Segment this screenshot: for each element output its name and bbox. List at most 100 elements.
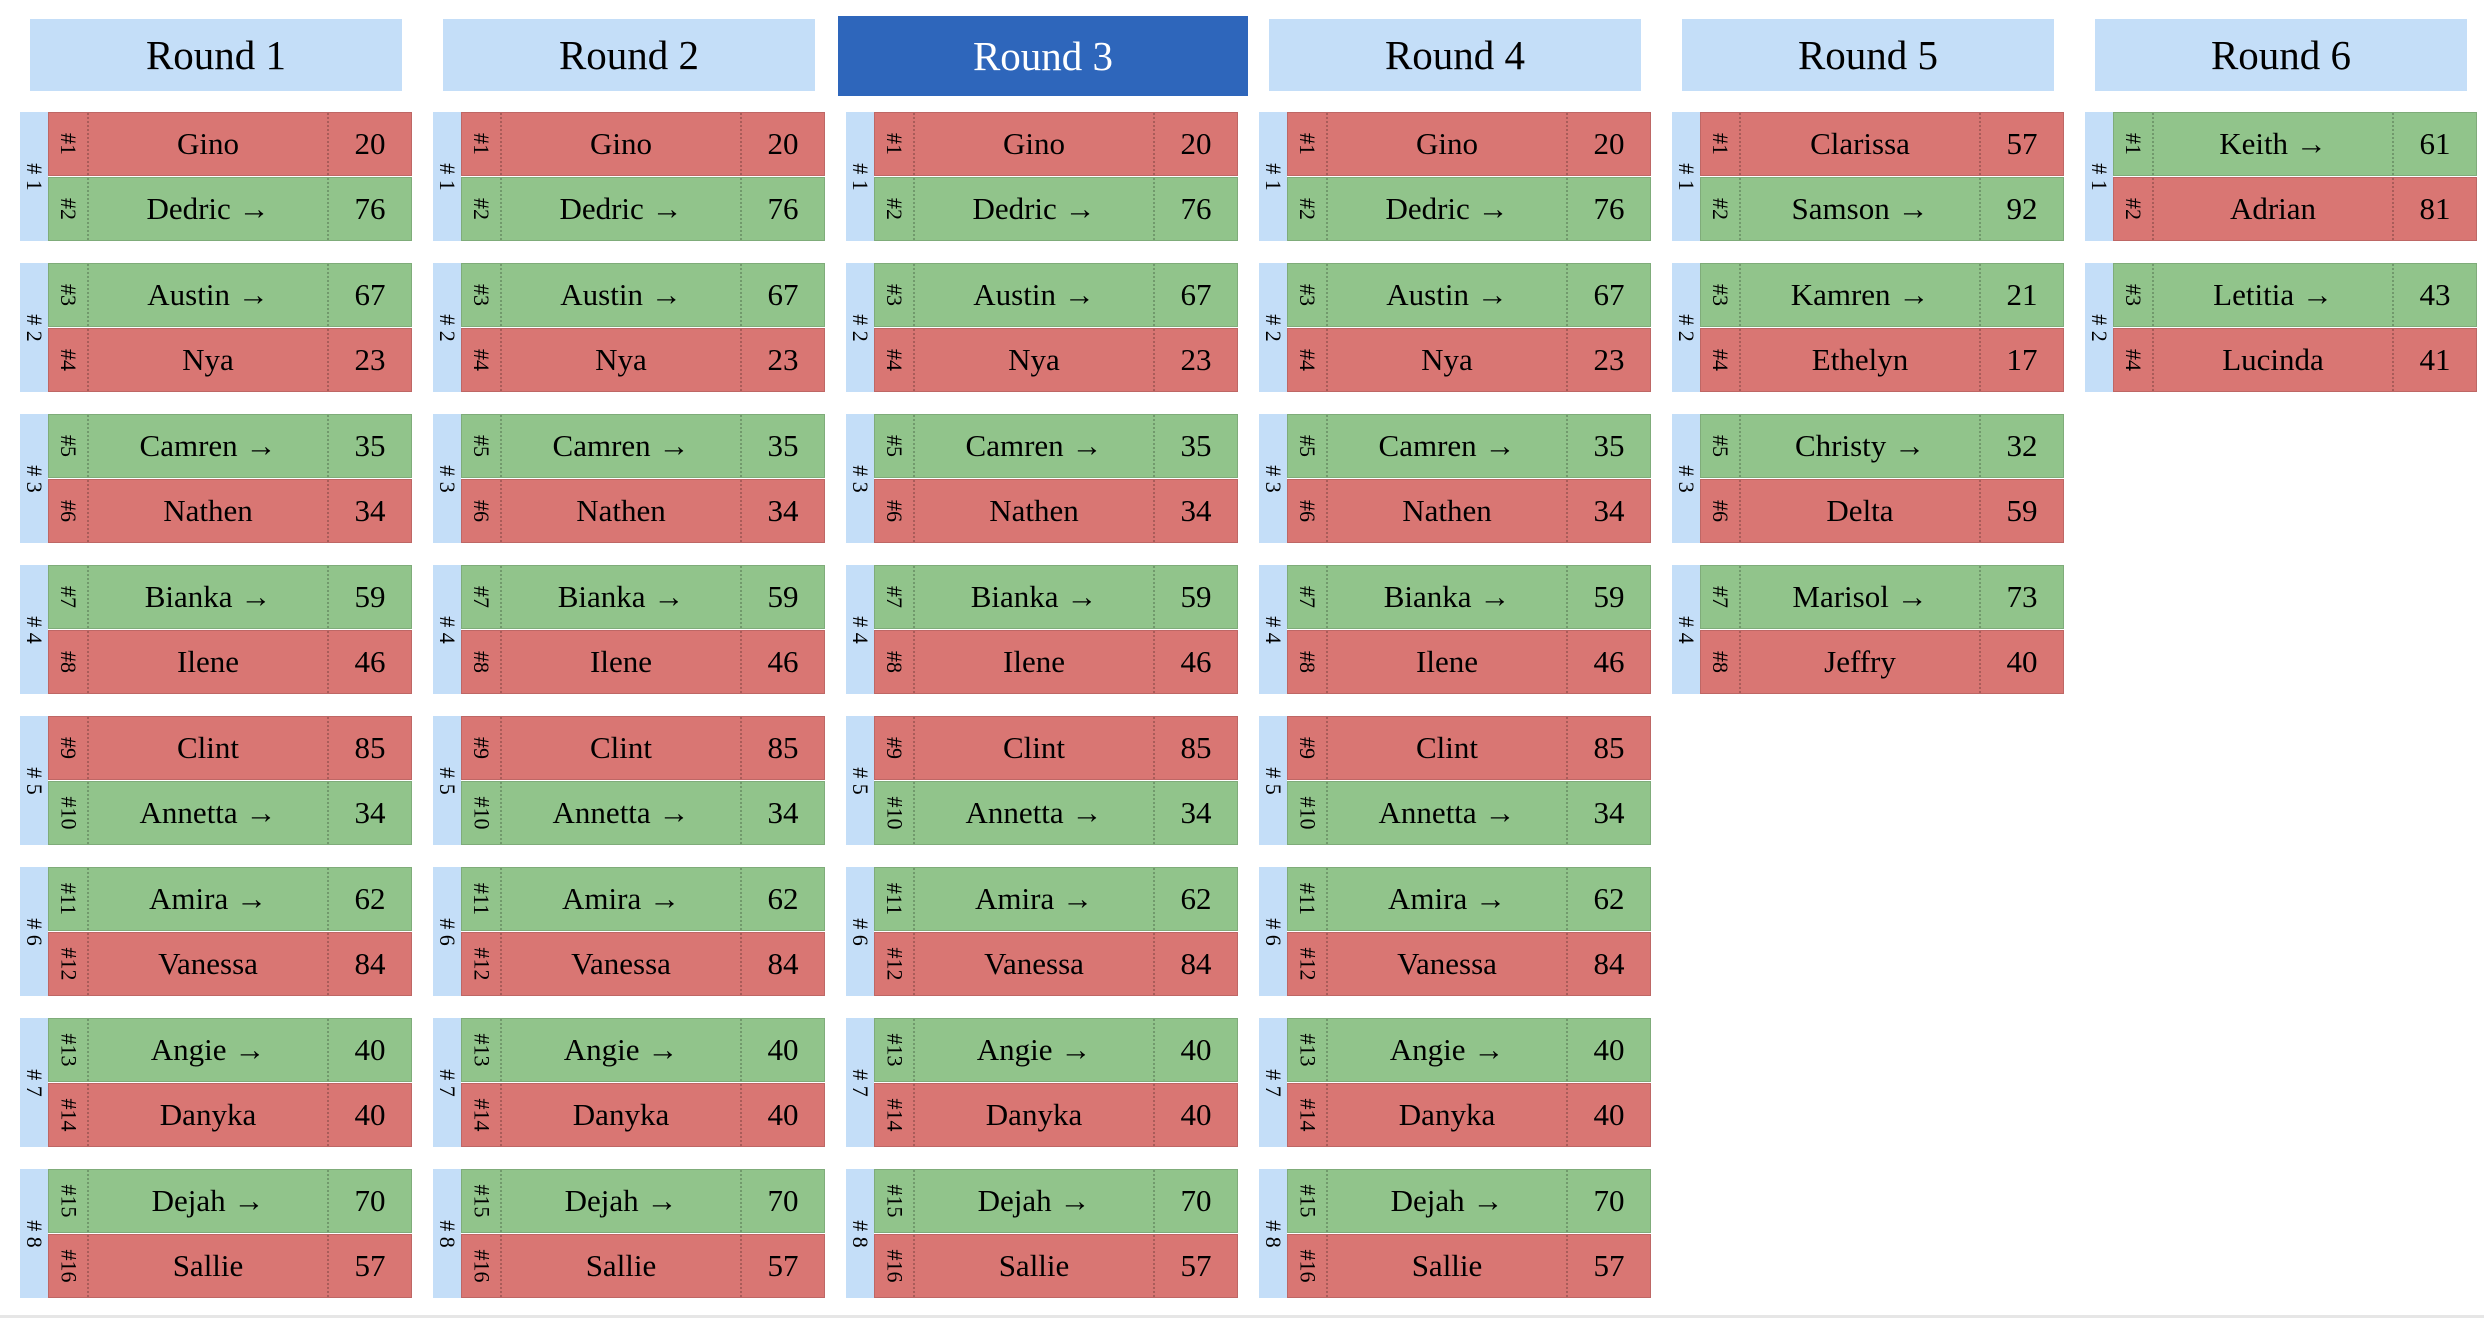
player-row-loser[interactable]: #8 Ilene 46 bbox=[874, 630, 1238, 694]
player-row-winner[interactable]: #2 Samson → 92 bbox=[1700, 177, 2064, 241]
match-card[interactable]: # 8 #15 Dejah → 70 #16 Sallie 57 bbox=[846, 1169, 1238, 1298]
player-row-loser[interactable]: #9 Clint 85 bbox=[48, 716, 412, 780]
player-row-winner[interactable]: #11 Amira → 62 bbox=[1287, 867, 1651, 931]
player-row-loser[interactable]: #16 Sallie 57 bbox=[874, 1234, 1238, 1298]
match-card[interactable]: # 3 #5 Camren → 35 #6 Nathen 34 bbox=[433, 414, 825, 543]
match-card[interactable]: # 1 #1 Gino 20 #2 Dedric → 76 bbox=[846, 112, 1238, 241]
player-row-winner[interactable]: #5 Camren → 35 bbox=[874, 414, 1238, 478]
player-row-winner[interactable]: #10 Annetta → 34 bbox=[461, 781, 825, 845]
player-row-winner[interactable]: #3 Austin → 67 bbox=[874, 263, 1238, 327]
player-row-winner[interactable]: #11 Amira → 62 bbox=[48, 867, 412, 931]
match-card[interactable]: # 8 #15 Dejah → 70 #16 Sallie 57 bbox=[433, 1169, 825, 1298]
player-row-loser[interactable]: #2 Adrian 81 bbox=[2113, 177, 2477, 241]
match-card[interactable]: # 1 #1 Clarissa 57 #2 Samson → 92 bbox=[1672, 112, 2064, 241]
player-row-winner[interactable]: #11 Amira → 62 bbox=[461, 867, 825, 931]
match-card[interactable]: # 4 #7 Bianka → 59 #8 Ilene 46 bbox=[20, 565, 412, 694]
player-row-loser[interactable]: #14 Danyka 40 bbox=[461, 1083, 825, 1147]
round-3-header[interactable]: Round 3 bbox=[838, 16, 1248, 96]
player-row-winner[interactable]: #15 Dejah → 70 bbox=[874, 1169, 1238, 1233]
player-row-winner[interactable]: #5 Camren → 35 bbox=[1287, 414, 1651, 478]
player-row-winner[interactable]: #2 Dedric → 76 bbox=[1287, 177, 1651, 241]
player-row-loser[interactable]: #9 Clint 85 bbox=[1287, 716, 1651, 780]
player-row-winner[interactable]: #3 Kamren → 21 bbox=[1700, 263, 2064, 327]
player-row-loser[interactable]: #12 Vanessa 84 bbox=[874, 932, 1238, 996]
match-card[interactable]: # 3 #5 Camren → 35 #6 Nathen 34 bbox=[20, 414, 412, 543]
player-row-loser[interactable]: #6 Delta 59 bbox=[1700, 479, 2064, 543]
match-card[interactable]: # 4 #7 Bianka → 59 #8 Ilene 46 bbox=[846, 565, 1238, 694]
player-row-winner[interactable]: #7 Bianka → 59 bbox=[874, 565, 1238, 629]
match-card[interactable]: # 3 #5 Christy → 32 #6 Delta 59 bbox=[1672, 414, 2064, 543]
player-row-winner[interactable]: #10 Annetta → 34 bbox=[1287, 781, 1651, 845]
player-row-loser[interactable]: #8 Jeffry 40 bbox=[1700, 630, 2064, 694]
player-row-winner[interactable]: #7 Bianka → 59 bbox=[1287, 565, 1651, 629]
match-card[interactable]: # 2 #3 Austin → 67 #4 Nya 23 bbox=[846, 263, 1238, 392]
player-row-winner[interactable]: #2 Dedric → 76 bbox=[461, 177, 825, 241]
match-card[interactable]: # 7 #13 Angie → 40 #14 Danyka 40 bbox=[20, 1018, 412, 1147]
player-row-loser[interactable]: #4 Nya 23 bbox=[1287, 328, 1651, 392]
match-card[interactable]: # 7 #13 Angie → 40 #14 Danyka 40 bbox=[846, 1018, 1238, 1147]
match-card[interactable]: # 8 #15 Dejah → 70 #16 Sallie 57 bbox=[1259, 1169, 1651, 1298]
player-row-loser[interactable]: #8 Ilene 46 bbox=[48, 630, 412, 694]
player-row-loser[interactable]: #14 Danyka 40 bbox=[1287, 1083, 1651, 1147]
match-card[interactable]: # 8 #15 Dejah → 70 #16 Sallie 57 bbox=[20, 1169, 412, 1298]
match-card[interactable]: # 2 #3 Kamren → 21 #4 Ethelyn 17 bbox=[1672, 263, 2064, 392]
player-row-winner[interactable]: #15 Dejah → 70 bbox=[1287, 1169, 1651, 1233]
match-card[interactable]: # 1 #1 Keith → 61 #2 Adrian 81 bbox=[2085, 112, 2477, 241]
match-card[interactable]: # 4 #7 Marisol → 73 #8 Jeffry 40 bbox=[1672, 565, 2064, 694]
round-4-header[interactable]: Round 4 bbox=[1269, 19, 1641, 91]
round-1-header[interactable]: Round 1 bbox=[30, 19, 402, 91]
player-row-winner[interactable]: #7 Bianka → 59 bbox=[48, 565, 412, 629]
player-row-loser[interactable]: #12 Vanessa 84 bbox=[48, 932, 412, 996]
player-row-loser[interactable]: #6 Nathen 34 bbox=[1287, 479, 1651, 543]
player-row-winner[interactable]: #1 Keith → 61 bbox=[2113, 112, 2477, 176]
player-row-loser[interactable]: #9 Clint 85 bbox=[874, 716, 1238, 780]
player-row-winner[interactable]: #3 Austin → 67 bbox=[48, 263, 412, 327]
match-card[interactable]: # 1 #1 Gino 20 #2 Dedric → 76 bbox=[1259, 112, 1651, 241]
round-5-header[interactable]: Round 5 bbox=[1682, 19, 2054, 91]
player-row-winner[interactable]: #13 Angie → 40 bbox=[1287, 1018, 1651, 1082]
player-row-winner[interactable]: #10 Annetta → 34 bbox=[874, 781, 1238, 845]
player-row-loser[interactable]: #4 Nya 23 bbox=[48, 328, 412, 392]
player-row-winner[interactable]: #3 Letitia → 43 bbox=[2113, 263, 2477, 327]
player-row-winner[interactable]: #2 Dedric → 76 bbox=[48, 177, 412, 241]
player-row-loser[interactable]: #4 Nya 23 bbox=[461, 328, 825, 392]
player-row-winner[interactable]: #7 Marisol → 73 bbox=[1700, 565, 2064, 629]
match-card[interactable]: # 7 #13 Angie → 40 #14 Danyka 40 bbox=[433, 1018, 825, 1147]
player-row-loser[interactable]: #16 Sallie 57 bbox=[1287, 1234, 1651, 1298]
player-row-winner[interactable]: #13 Angie → 40 bbox=[874, 1018, 1238, 1082]
player-row-loser[interactable]: #6 Nathen 34 bbox=[874, 479, 1238, 543]
match-card[interactable]: # 2 #3 Letitia → 43 #4 Lucinda 41 bbox=[2085, 263, 2477, 392]
player-row-loser[interactable]: #14 Danyka 40 bbox=[874, 1083, 1238, 1147]
match-card[interactable]: # 1 #1 Gino 20 #2 Dedric → 76 bbox=[20, 112, 412, 241]
player-row-loser[interactable]: #8 Ilene 46 bbox=[1287, 630, 1651, 694]
player-row-loser[interactable]: #1 Gino 20 bbox=[874, 112, 1238, 176]
match-card[interactable]: # 7 #13 Angie → 40 #14 Danyka 40 bbox=[1259, 1018, 1651, 1147]
match-card[interactable]: # 2 #3 Austin → 67 #4 Nya 23 bbox=[433, 263, 825, 392]
player-row-winner[interactable]: #15 Dejah → 70 bbox=[48, 1169, 412, 1233]
match-card[interactable]: # 5 #9 Clint 85 #10 Annetta → 34 bbox=[433, 716, 825, 845]
match-card[interactable]: # 2 #3 Austin → 67 #4 Nya 23 bbox=[1259, 263, 1651, 392]
player-row-winner[interactable]: #15 Dejah → 70 bbox=[461, 1169, 825, 1233]
player-row-loser[interactable]: #16 Sallie 57 bbox=[461, 1234, 825, 1298]
player-row-winner[interactable]: #13 Angie → 40 bbox=[461, 1018, 825, 1082]
player-row-winner[interactable]: #5 Camren → 35 bbox=[461, 414, 825, 478]
player-row-loser[interactable]: #9 Clint 85 bbox=[461, 716, 825, 780]
match-card[interactable]: # 5 #9 Clint 85 #10 Annetta → 34 bbox=[20, 716, 412, 845]
match-card[interactable]: # 5 #9 Clint 85 #10 Annetta → 34 bbox=[846, 716, 1238, 845]
player-row-winner[interactable]: #10 Annetta → 34 bbox=[48, 781, 412, 845]
player-row-winner[interactable]: #11 Amira → 62 bbox=[874, 867, 1238, 931]
match-card[interactable]: # 6 #11 Amira → 62 #12 Vanessa 84 bbox=[1259, 867, 1651, 996]
match-card[interactable]: # 3 #5 Camren → 35 #6 Nathen 34 bbox=[846, 414, 1238, 543]
match-card[interactable]: # 3 #5 Camren → 35 #6 Nathen 34 bbox=[1259, 414, 1651, 543]
player-row-winner[interactable]: #3 Austin → 67 bbox=[1287, 263, 1651, 327]
player-row-loser[interactable]: #1 Gino 20 bbox=[48, 112, 412, 176]
player-row-loser[interactable]: #6 Nathen 34 bbox=[461, 479, 825, 543]
match-card[interactable]: # 6 #11 Amira → 62 #12 Vanessa 84 bbox=[846, 867, 1238, 996]
match-card[interactable]: # 2 #3 Austin → 67 #4 Nya 23 bbox=[20, 263, 412, 392]
player-row-loser[interactable]: #1 Gino 20 bbox=[461, 112, 825, 176]
player-row-loser[interactable]: #1 Gino 20 bbox=[1287, 112, 1651, 176]
match-card[interactable]: # 5 #9 Clint 85 #10 Annetta → 34 bbox=[1259, 716, 1651, 845]
match-card[interactable]: # 6 #11 Amira → 62 #12 Vanessa 84 bbox=[20, 867, 412, 996]
player-row-winner[interactable]: #3 Austin → 67 bbox=[461, 263, 825, 327]
player-row-winner[interactable]: #13 Angie → 40 bbox=[48, 1018, 412, 1082]
